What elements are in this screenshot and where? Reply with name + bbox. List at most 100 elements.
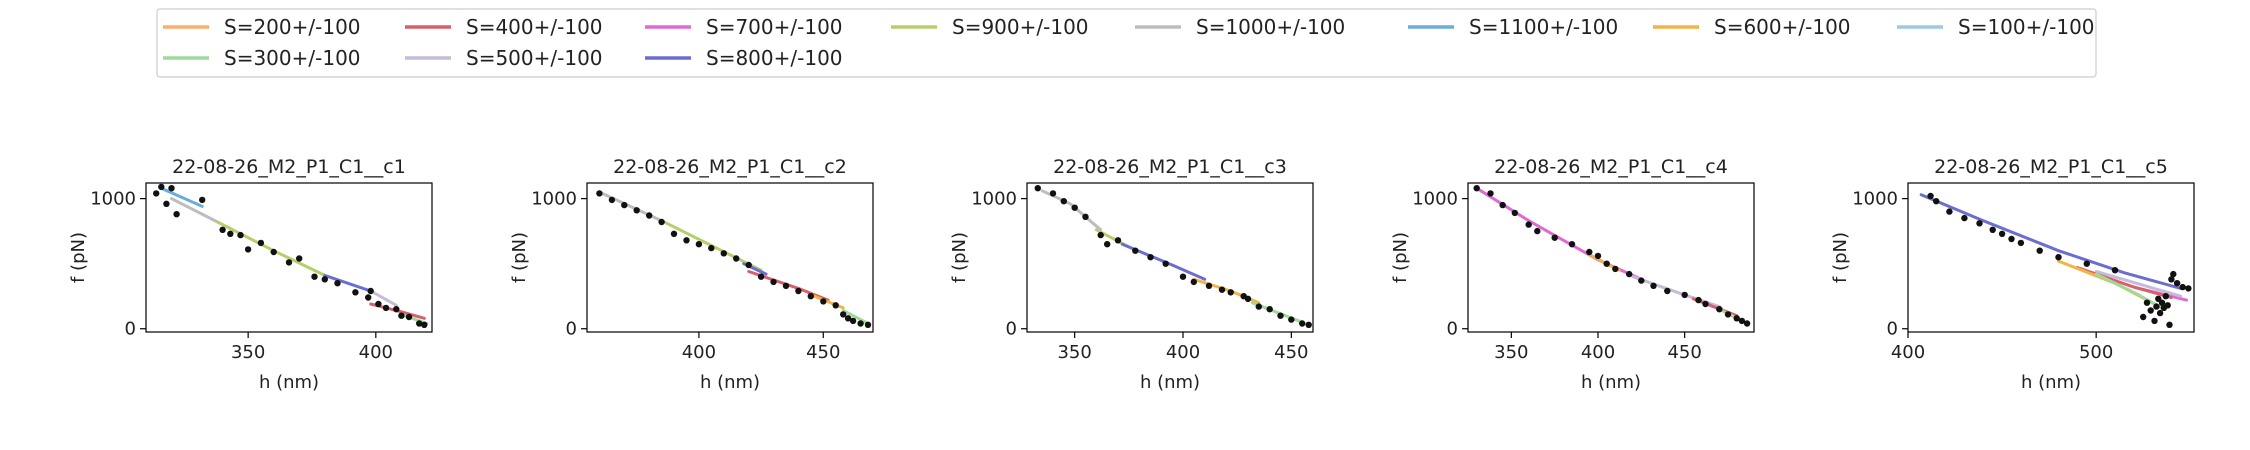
- x-axis-label: h (nm): [700, 372, 760, 393]
- data-point: [1511, 209, 1519, 217]
- axes-frame: [145, 182, 433, 333]
- data-point: [1927, 192, 1934, 200]
- data-point: [1132, 247, 1139, 254]
- data-point: [398, 312, 405, 319]
- data-point: [257, 239, 265, 247]
- data-point: [168, 185, 175, 192]
- data-point: [2111, 267, 2119, 274]
- data-point: [1695, 296, 1702, 304]
- x-tick-label: 450: [1274, 342, 1308, 363]
- data-point: [1650, 282, 1657, 289]
- fit-line: [2094, 272, 2164, 310]
- x-tick-label: 350: [1494, 342, 1528, 363]
- plot-area: [1468, 183, 1754, 332]
- data-point: [1097, 231, 1104, 239]
- data-point: [1961, 214, 1968, 222]
- y-tick-label: 0: [1447, 319, 1458, 340]
- data-point: [2143, 299, 2151, 306]
- legend-entry: S=500+/-100: [405, 46, 603, 70]
- data-point: [2158, 299, 2166, 306]
- data-point: [1104, 241, 1111, 248]
- fit-line: [369, 289, 398, 307]
- data-point: [1976, 220, 1983, 227]
- x-axis-label: h (nm): [1140, 372, 1200, 393]
- data-point: [2170, 270, 2177, 278]
- data-point: [1049, 190, 1057, 197]
- legend-entry: S=1100+/-100: [1408, 15, 1618, 39]
- data-point: [1218, 286, 1226, 293]
- data-point: [621, 201, 628, 209]
- data-point: [633, 207, 640, 214]
- data-point: [219, 226, 226, 233]
- legend-label: S=600+/-100: [1714, 15, 1851, 39]
- x-tick-label: 350: [231, 342, 265, 363]
- data-point: [807, 293, 814, 300]
- x-tick-label: 350: [1057, 342, 1091, 363]
- data-point: [1082, 213, 1089, 220]
- data-point: [1227, 289, 1234, 296]
- data-point: [695, 241, 703, 248]
- data-point: [1989, 226, 1996, 233]
- data-point: [832, 302, 839, 309]
- data-point: [1147, 254, 1154, 261]
- data-point: [1724, 311, 1732, 318]
- data-point: [2055, 254, 2062, 261]
- legend-label: S=900+/-100: [952, 15, 1089, 39]
- data-point: [1277, 312, 1284, 319]
- data-point: [1743, 320, 1751, 327]
- data-point: [2153, 303, 2160, 310]
- data-point: [1594, 252, 1602, 260]
- data-point: [1733, 315, 1740, 322]
- fit-line: [1120, 242, 1207, 281]
- data-point: [1534, 227, 1541, 235]
- data-point: [2173, 280, 2181, 287]
- data-point: [2147, 307, 2154, 314]
- data-point: [720, 250, 727, 257]
- data-point: [1681, 291, 1688, 299]
- data-point: [199, 196, 206, 204]
- data-point: [382, 304, 390, 312]
- data-point: [153, 190, 160, 197]
- legend-entry: S=1000+/-100: [1135, 15, 1345, 39]
- data-point: [596, 190, 603, 197]
- x-axis-label: h (nm): [1581, 372, 1641, 393]
- axes-frame: [1907, 182, 2195, 333]
- data-point: [244, 246, 252, 253]
- data-point: [285, 259, 293, 266]
- legend-label: S=800+/-100: [706, 46, 843, 70]
- data-point: [745, 261, 752, 269]
- data-point: [2140, 313, 2147, 321]
- legend-items: S=200+/-100 S=400+/-100 S=700+/-100 S=900+/…: [163, 15, 2095, 70]
- legend-entry: S=600+/-100: [1653, 15, 1851, 39]
- data-point: [1473, 185, 1480, 192]
- data-point: [782, 282, 790, 289]
- data-point: [733, 255, 740, 262]
- data-point: [2164, 302, 2171, 309]
- legend-entry: S=100+/-100: [1897, 15, 2095, 39]
- legend-entry: S=800+/-100: [645, 46, 843, 70]
- data-point: [1946, 208, 1953, 215]
- fit-line: [2094, 270, 2183, 298]
- data-point: [1190, 278, 1198, 286]
- y-axis-label: f (pN): [1830, 232, 1851, 283]
- y-tick-label: 1000: [1412, 189, 1458, 210]
- data-point: [163, 200, 170, 207]
- data-point: [1071, 204, 1078, 211]
- data-point: [864, 321, 872, 328]
- legend-label: S=500+/-100: [466, 46, 603, 70]
- data-point: [1255, 303, 1263, 310]
- y-axis-label: f (pN): [68, 232, 89, 283]
- data-point: [352, 289, 359, 296]
- data-point: [708, 244, 715, 252]
- data-point: [1626, 270, 1633, 278]
- data-point: [1060, 198, 1068, 205]
- data-point: [365, 294, 372, 301]
- data-point: [1551, 234, 1558, 241]
- data-point: [1305, 321, 1312, 328]
- legend-label: S=1100+/-100: [1469, 15, 1618, 39]
- data-point: [2083, 260, 2090, 267]
- chart-panel-3: 350 400 450 0 1000 22-08-26_M2_P1_C1__c3h (nm…: [949, 156, 1314, 393]
- legend-entry: S=400+/-100: [405, 15, 603, 39]
- data-point: [1525, 221, 1532, 228]
- chart-panel-5: 400 500 0 1000 22-08-26_M2_P1_C1__c5h (nm) f …: [1830, 156, 2195, 393]
